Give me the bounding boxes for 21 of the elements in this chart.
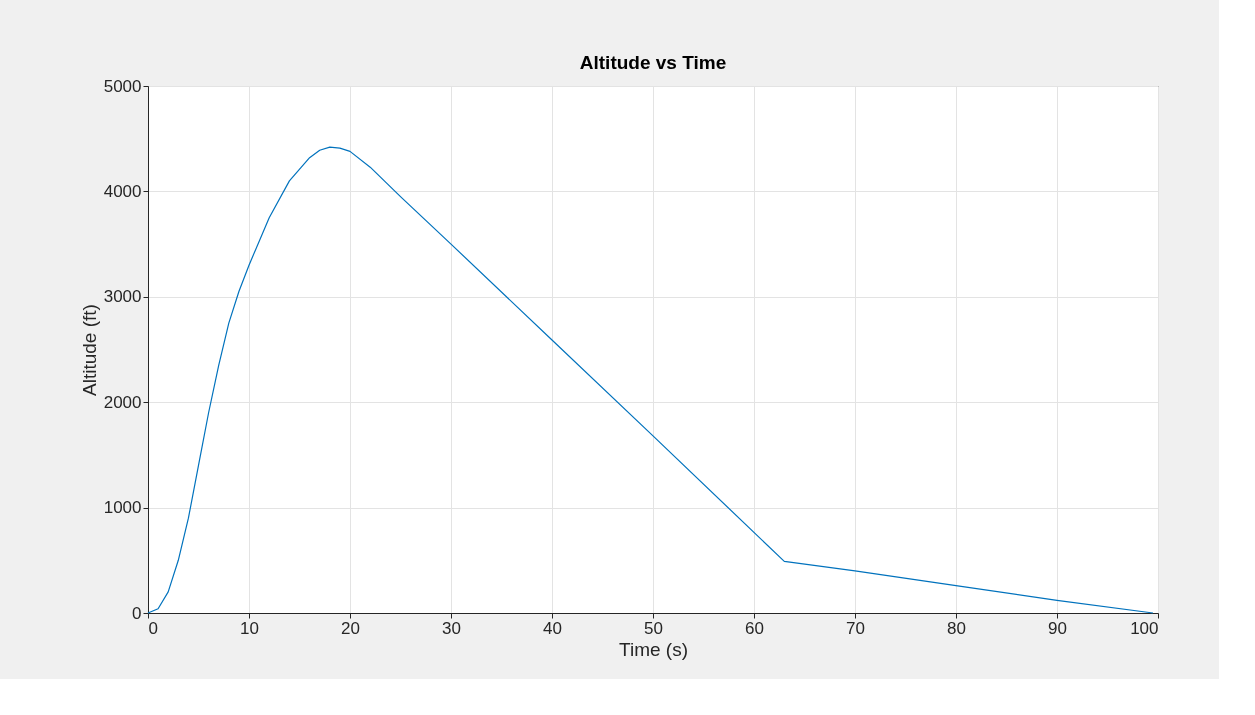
x-tick-label: 40	[543, 618, 562, 638]
x-tick-label: 10	[240, 618, 259, 638]
line-series	[147, 146, 1154, 614]
y-tick-label: 0	[132, 603, 142, 623]
chart-title: Altitude vs Time	[579, 52, 727, 73]
y-axis-title: Altitude (ft)	[78, 304, 100, 396]
x-tick-label: 0	[148, 618, 158, 638]
y-tick-label: 1000	[103, 498, 142, 518]
x-tick-label: 80	[947, 618, 966, 638]
x-tick-label: 50	[644, 618, 663, 638]
y-tick-label: 5000	[103, 76, 142, 96]
x-tick-label: 70	[846, 618, 865, 638]
x-axis-title: Time (s)	[619, 638, 688, 660]
x-tick-label: 20	[341, 618, 360, 638]
x-tick-label: 100	[1130, 618, 1159, 638]
x-tick-label: 60	[745, 618, 764, 638]
y-tick-label: 2000	[103, 392, 142, 412]
y-tick-label: 4000	[103, 181, 142, 201]
x-tick-label: 90	[1048, 618, 1067, 638]
x-tick-label: 30	[442, 618, 461, 638]
y-tick-label: 3000	[103, 287, 142, 307]
